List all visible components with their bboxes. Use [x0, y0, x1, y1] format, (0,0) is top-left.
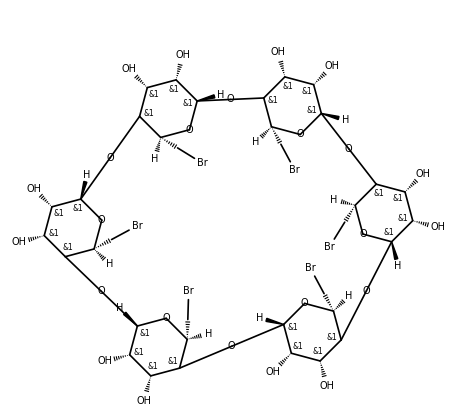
- Text: H: H: [217, 89, 225, 100]
- Text: O: O: [345, 144, 353, 154]
- Text: &1: &1: [48, 228, 59, 238]
- Polygon shape: [322, 113, 339, 120]
- Text: H: H: [106, 260, 113, 269]
- Text: OH: OH: [121, 64, 137, 74]
- Text: &1: &1: [134, 348, 145, 357]
- Text: O: O: [228, 341, 235, 351]
- Text: &1: &1: [144, 109, 155, 118]
- Text: OH: OH: [266, 367, 281, 376]
- Text: &1: &1: [54, 209, 64, 218]
- Text: &1: &1: [393, 194, 403, 203]
- Text: &1: &1: [288, 323, 299, 331]
- Text: &1: &1: [326, 333, 337, 342]
- Text: O: O: [98, 215, 106, 225]
- Text: &1: &1: [373, 189, 384, 198]
- Text: &1: &1: [63, 243, 73, 252]
- Polygon shape: [124, 312, 138, 326]
- Text: &1: &1: [398, 214, 409, 223]
- Text: O: O: [359, 229, 367, 239]
- Text: &1: &1: [182, 99, 193, 108]
- Text: H: H: [152, 154, 159, 163]
- Text: &1: &1: [293, 342, 304, 351]
- Text: O: O: [97, 286, 105, 297]
- Text: O: O: [106, 153, 114, 163]
- Text: OH: OH: [416, 169, 431, 178]
- Text: OH: OH: [319, 381, 334, 391]
- Text: O: O: [227, 94, 234, 105]
- Text: OH: OH: [175, 50, 190, 60]
- Text: &1: &1: [139, 328, 150, 338]
- Text: O: O: [296, 129, 304, 139]
- Text: Br: Br: [289, 165, 300, 175]
- Text: &1: &1: [167, 357, 178, 366]
- Text: O: O: [186, 125, 193, 135]
- Text: &1: &1: [384, 228, 395, 237]
- Text: OH: OH: [26, 184, 41, 194]
- Text: H: H: [256, 313, 263, 323]
- Text: H: H: [345, 291, 353, 301]
- Polygon shape: [391, 242, 398, 260]
- Text: O: O: [363, 286, 370, 296]
- Text: &1: &1: [312, 347, 323, 356]
- Text: H: H: [331, 194, 338, 205]
- Text: &1: &1: [168, 85, 179, 94]
- Text: &1: &1: [149, 90, 160, 99]
- Text: H: H: [253, 137, 260, 147]
- Polygon shape: [197, 95, 215, 101]
- Text: &1: &1: [148, 362, 159, 371]
- Text: &1: &1: [282, 82, 293, 91]
- Text: H: H: [83, 170, 91, 180]
- Text: O: O: [301, 298, 308, 308]
- Polygon shape: [81, 181, 87, 199]
- Text: Br: Br: [197, 158, 207, 168]
- Text: OH: OH: [97, 357, 112, 367]
- Text: &1: &1: [268, 96, 279, 105]
- Text: OH: OH: [324, 61, 340, 71]
- Text: Br: Br: [183, 286, 194, 296]
- Text: H: H: [342, 115, 349, 125]
- Text: Br: Br: [132, 221, 143, 231]
- Text: OH: OH: [271, 47, 285, 57]
- Text: O: O: [162, 313, 170, 323]
- Text: H: H: [205, 329, 212, 339]
- Text: &1: &1: [306, 106, 317, 116]
- Text: H: H: [116, 304, 124, 313]
- Text: OH: OH: [12, 237, 27, 247]
- Text: &1: &1: [73, 204, 83, 213]
- Polygon shape: [266, 318, 284, 325]
- Text: Br: Br: [305, 263, 316, 273]
- Text: Br: Br: [324, 241, 335, 252]
- Text: &1: &1: [301, 87, 312, 96]
- Text: OH: OH: [430, 222, 445, 232]
- Text: H: H: [394, 261, 402, 271]
- Text: OH: OH: [137, 396, 152, 406]
